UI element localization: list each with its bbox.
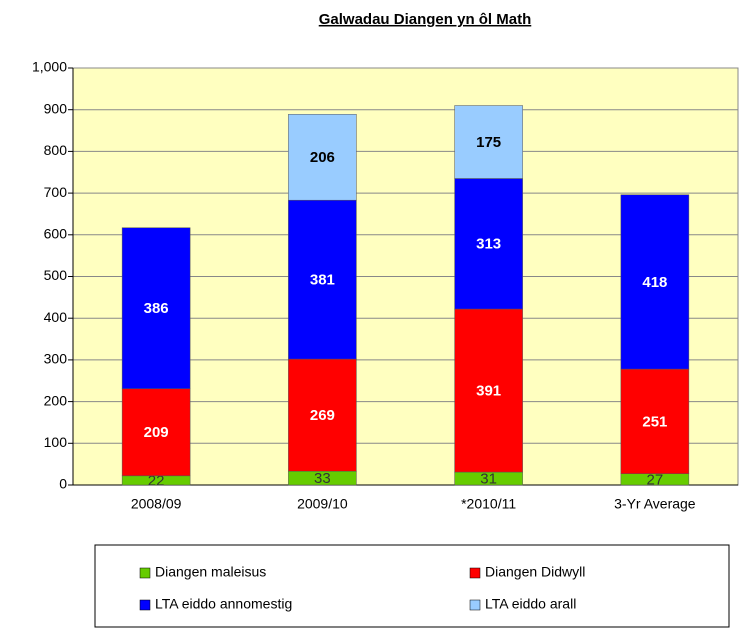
- bar-segment: [288, 199, 357, 360]
- legend-label: Diangen maleisus: [155, 564, 266, 580]
- data-label: 33: [314, 470, 331, 487]
- data-label: 418: [642, 274, 667, 291]
- legend-swatch: [469, 599, 481, 611]
- x-tick-label: 2009/10: [297, 496, 348, 512]
- y-tick-label: 200: [44, 392, 68, 408]
- data-label: 381: [310, 272, 335, 289]
- x-tick-label: 2008/09: [131, 496, 182, 512]
- y-tick-label: 600: [44, 226, 68, 242]
- y-tick-label: 700: [44, 184, 68, 200]
- data-label: 313: [476, 236, 501, 253]
- chart-title: Galwadau Diangen yn ôl Math: [319, 11, 532, 28]
- legend-label: Diangen Didwyll: [485, 564, 585, 580]
- bar-segment: [288, 114, 357, 201]
- data-label: 386: [144, 300, 169, 317]
- y-tick-label: 900: [44, 100, 68, 116]
- x-tick-label: *2010/11: [461, 496, 516, 512]
- data-label: 175: [476, 134, 501, 151]
- y-tick-label: 400: [44, 309, 68, 325]
- y-tick-label: 800: [44, 142, 68, 158]
- y-tick-label: 500: [44, 267, 68, 283]
- legend-label: LTA eiddo arall: [485, 596, 576, 612]
- legend-swatch: [139, 599, 151, 611]
- y-tick-label: 1,000: [32, 59, 67, 75]
- bar-segment: [121, 227, 191, 389]
- y-tick-label: 100: [44, 434, 68, 450]
- bar-segment: [620, 194, 690, 370]
- legend-swatch: [139, 567, 151, 579]
- data-label: 209: [144, 424, 169, 441]
- data-label: 269: [310, 407, 335, 424]
- y-tick-label: 0: [59, 476, 67, 492]
- bar-segment: [454, 308, 523, 473]
- data-label: 27: [647, 471, 664, 488]
- data-label: 31: [480, 471, 497, 488]
- legend-swatch: [469, 567, 481, 579]
- x-tick-label: 3-Yr Average: [614, 496, 696, 512]
- data-label: 251: [642, 413, 667, 430]
- bar-segment: [121, 388, 191, 477]
- legend-label: LTA eiddo annomestig: [155, 596, 292, 612]
- data-label: 206: [310, 149, 335, 166]
- bar-segment: [454, 105, 523, 179]
- bar-segment: [620, 368, 690, 474]
- data-label: 391: [476, 383, 501, 400]
- legend-box: [94, 544, 730, 628]
- y-tick-label: 300: [44, 351, 68, 367]
- bar-segment: [454, 178, 523, 310]
- bar-segment: [288, 358, 357, 472]
- data-label: 22: [148, 472, 165, 489]
